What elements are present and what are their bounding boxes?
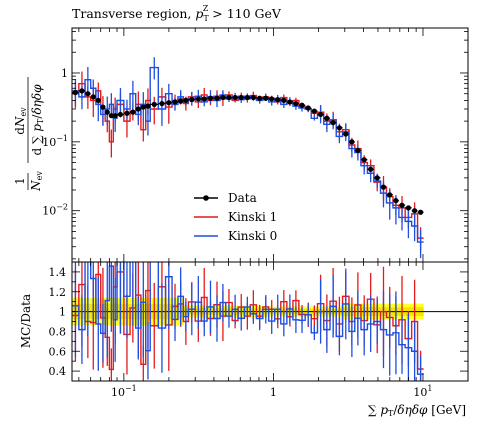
data-point-33 (263, 95, 269, 101)
chart-title: Transverse region, pTZ > 110 GeV (72, 4, 282, 23)
data-point-57 (412, 208, 418, 214)
data-point-34 (269, 96, 275, 102)
y-tick-label-upper-2: 10−2 (42, 203, 68, 218)
ratio-series-kinski-0 (72, 262, 424, 381)
data-point-11 (130, 109, 136, 115)
y-tick-label-lower-4: 0.6 (49, 345, 67, 358)
data-point-56 (405, 205, 412, 211)
data-point-16 (159, 100, 165, 107)
series-data (72, 88, 424, 215)
main-panel-series (72, 57, 424, 259)
data-point-35 (275, 97, 281, 103)
data-point-23 (201, 96, 207, 102)
legend-entry-kinski-0: Kinski 0 (194, 229, 277, 243)
data-point-41 (311, 108, 317, 114)
svg-text:1: 1 (13, 177, 27, 185)
data-point-37 (287, 99, 293, 105)
data-point-21 (189, 97, 195, 103)
data-point-50 (368, 166, 374, 172)
svg-text:Kinski 1: Kinski 1 (228, 210, 277, 224)
data-point-31 (250, 94, 256, 101)
data-point-3 (90, 94, 96, 100)
y-axis-title-lower: MC/Data (19, 294, 33, 348)
data-point-14 (145, 103, 151, 109)
data-point-39 (299, 102, 305, 108)
legend: Data Kinski 1 Kinski 0 (194, 191, 277, 243)
svg-text:Kinski 0: Kinski 0 (228, 229, 277, 243)
data-point-19 (178, 98, 184, 104)
y-tick-label-lower-0: 1.4 (49, 266, 67, 279)
y-tick-label-lower-2: 1 (59, 306, 66, 319)
data-point-55 (399, 202, 405, 208)
data-point-13 (140, 104, 146, 110)
data-point-58 (417, 209, 424, 215)
svg-text:Nev: Nev (29, 171, 44, 192)
data-point-29 (238, 94, 244, 101)
data-point-45 (336, 125, 343, 131)
data-point-48 (355, 147, 361, 154)
y-tick-label-lower-5: 0.4 (49, 365, 67, 378)
ratio-panel-series (72, 262, 424, 381)
svg-text:d ∑ pT/δηδφ: d ∑ pT/δηδφ (30, 84, 45, 156)
data-point-6 (104, 109, 110, 115)
svg-text:Data: Data (228, 191, 257, 205)
data-point-49 (361, 157, 367, 163)
data-point-17 (166, 100, 172, 106)
data-point-15 (151, 101, 157, 107)
data-point-28 (232, 94, 238, 101)
data-point-4 (95, 97, 101, 103)
data-point-40 (305, 105, 311, 111)
y-tick-label-lower-3: 0.8 (49, 325, 67, 338)
x-tick-label-2: 101 (413, 384, 432, 399)
series-kinski-0 (72, 57, 424, 259)
y-tick-label-lower-1: 1.2 (49, 286, 67, 299)
data-point-26 (220, 94, 226, 101)
data-point-32 (257, 95, 263, 101)
svg-text:dNev: dNev (13, 107, 28, 135)
x-tick-label-0: 10−1 (111, 384, 137, 399)
data-point-47 (349, 139, 355, 145)
data-point-38 (293, 100, 299, 107)
data-point-0 (72, 89, 79, 96)
data-point-46 (343, 131, 349, 137)
data-point-9 (117, 111, 124, 118)
data-point-36 (281, 97, 287, 103)
data-point-44 (330, 120, 336, 126)
y-tick-label-upper-1: 10−1 (42, 134, 68, 149)
x-tick-label-1: 1 (270, 386, 277, 399)
data-point-20 (183, 97, 189, 103)
legend-entry-data: Data (194, 191, 257, 205)
data-point-18 (172, 99, 178, 105)
data-point-30 (244, 94, 250, 101)
x-axis-title: ∑ pT/δηδφ [GeV] (368, 403, 466, 418)
axis-ticks: 10−1 1 101 1 10−1 10−2 1.4 1.2 1 0.8 0.6 0.4 (42, 28, 469, 399)
data-point-54 (393, 198, 399, 204)
data-point-22 (195, 96, 201, 102)
data-point-52 (380, 184, 387, 190)
data-point-12 (135, 106, 141, 112)
data-point-25 (214, 95, 220, 101)
data-point-7 (108, 113, 114, 119)
data-point-8 (112, 113, 118, 119)
data-point-51 (374, 175, 380, 181)
data-point-10 (124, 110, 130, 116)
data-point-5 (100, 104, 106, 110)
y-tick-label-upper-0: 1 (61, 67, 68, 80)
data-point-2 (85, 91, 91, 97)
y-axis-title-upper: 1 Nev dNev d ∑ pT/δηδφ (13, 77, 45, 192)
ratio-step-line-2 (72, 262, 424, 375)
data-point-43 (324, 115, 330, 121)
data-point-42 (318, 111, 324, 118)
data-point-53 (387, 192, 393, 198)
data-point-1 (79, 88, 85, 94)
data-point-27 (226, 94, 232, 101)
data-point-24 (207, 95, 214, 101)
legend-entry-kinski-1: Kinski 1 (194, 210, 277, 224)
